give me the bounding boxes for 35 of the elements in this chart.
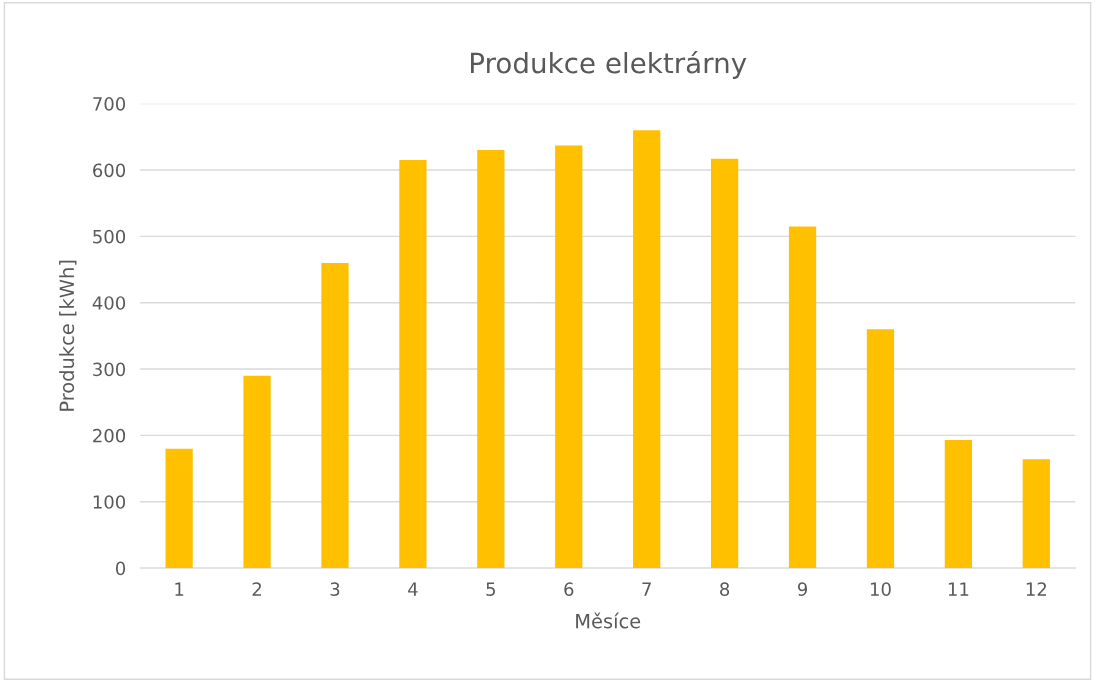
x-tick-label: 5 bbox=[486, 582, 495, 596]
x-tick-label: 4 bbox=[408, 582, 418, 596]
y-axis-title: Produkce [kWh] bbox=[59, 260, 77, 411]
y-tick-label: 200 bbox=[93, 428, 126, 443]
x-tick-label: 2 bbox=[252, 582, 261, 596]
bar bbox=[944, 440, 973, 569]
y-tick-label: 100 bbox=[93, 495, 126, 509]
x-tick-label: 7 bbox=[642, 582, 651, 596]
bar bbox=[165, 448, 193, 569]
bar bbox=[633, 130, 661, 569]
x-axis-title: Měsíce bbox=[576, 612, 641, 629]
x-tick-label: 8 bbox=[720, 582, 730, 596]
bar bbox=[1022, 459, 1050, 569]
bar bbox=[477, 150, 505, 569]
bar bbox=[866, 329, 895, 569]
chart-title: Produkce elektrárny bbox=[471, 50, 747, 79]
y-tick-label: 400 bbox=[92, 296, 126, 310]
y-tick-label: 300 bbox=[93, 362, 126, 377]
x-tick-label: 6 bbox=[564, 582, 574, 596]
bar bbox=[243, 375, 271, 569]
x-tick-label: 9 bbox=[797, 582, 808, 596]
x-tick-label: 3 bbox=[330, 582, 340, 596]
y-tick-label: 700 bbox=[93, 97, 126, 111]
x-tick-label: 10 bbox=[870, 582, 891, 596]
x-tick-label: 1 bbox=[175, 582, 184, 596]
bar bbox=[555, 145, 583, 569]
bar bbox=[399, 160, 427, 569]
bar bbox=[710, 158, 739, 569]
y-tick-label: 500 bbox=[93, 229, 126, 244]
bar bbox=[321, 262, 349, 569]
y-tick-label: 600 bbox=[93, 163, 126, 178]
y-tick-label: 0 bbox=[115, 561, 126, 576]
x-tick-label: 12 bbox=[1026, 582, 1047, 596]
x-tick-label: 11 bbox=[948, 582, 969, 596]
bar bbox=[788, 226, 817, 569]
